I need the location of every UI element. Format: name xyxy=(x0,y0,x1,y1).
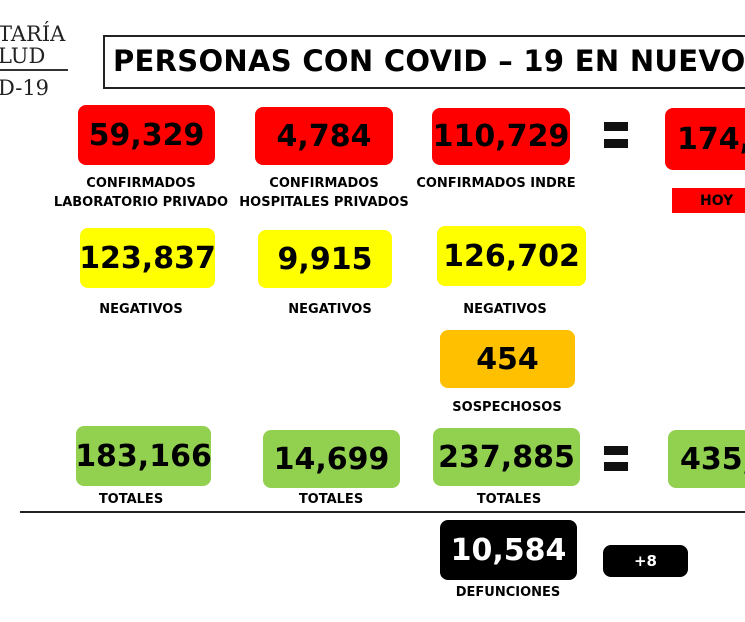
box-label: CONFIRMADOS xyxy=(86,176,196,191)
title: PERSONAS CON COVID – 19 EN NUEVO L xyxy=(113,44,745,78)
divider xyxy=(20,511,745,513)
value-box: 174, xyxy=(665,108,745,170)
box-label: NEGATIVOS xyxy=(99,302,183,317)
value-box: 454 xyxy=(440,330,575,388)
box-label: DEFUNCIONES xyxy=(455,585,561,600)
box-label: NEGATIVOS xyxy=(463,302,547,317)
value-box: 237,885 xyxy=(433,428,580,486)
equals-sign xyxy=(604,139,628,148)
today-label: HOY xyxy=(672,188,745,213)
logo-line: TARÍA xyxy=(0,22,66,46)
value-box: 14,699 xyxy=(263,430,400,488)
box-label: CONFIRMADOS INDRE xyxy=(416,176,576,191)
box-label: LABORATORIO PRIVADO xyxy=(53,195,229,210)
value-box: 183,166 xyxy=(75,426,212,486)
title-box xyxy=(103,35,745,89)
value-box: 9,915 xyxy=(258,230,392,288)
box-label: TOTALES xyxy=(98,492,164,507)
value-box: 4,784 xyxy=(255,107,393,165)
value-box: 123,837 xyxy=(79,228,216,288)
box-label: SOSPECHOSOS xyxy=(452,400,562,415)
value-box: 110,729 xyxy=(432,108,570,165)
logo-rule xyxy=(0,69,68,71)
box-label: CONFIRMADOS xyxy=(269,176,379,191)
box-label: NEGATIVOS xyxy=(288,302,372,317)
box-label: TOTALES xyxy=(476,492,542,507)
logo-line: LUD xyxy=(0,44,46,68)
value-box: 59,329 xyxy=(78,105,215,165)
equals-sign xyxy=(604,446,628,455)
value-box: 435, xyxy=(668,430,745,488)
logo-line: D-19 xyxy=(0,76,50,100)
value-box: +8 xyxy=(603,545,688,577)
value-box: 126,702 xyxy=(437,226,586,286)
value-box: 10,584 xyxy=(440,520,577,580)
box-label: HOSPITALES PRIVADOS xyxy=(239,195,409,210)
equals-sign xyxy=(604,122,628,131)
equals-sign xyxy=(604,462,628,471)
box-label: TOTALES xyxy=(298,492,364,507)
